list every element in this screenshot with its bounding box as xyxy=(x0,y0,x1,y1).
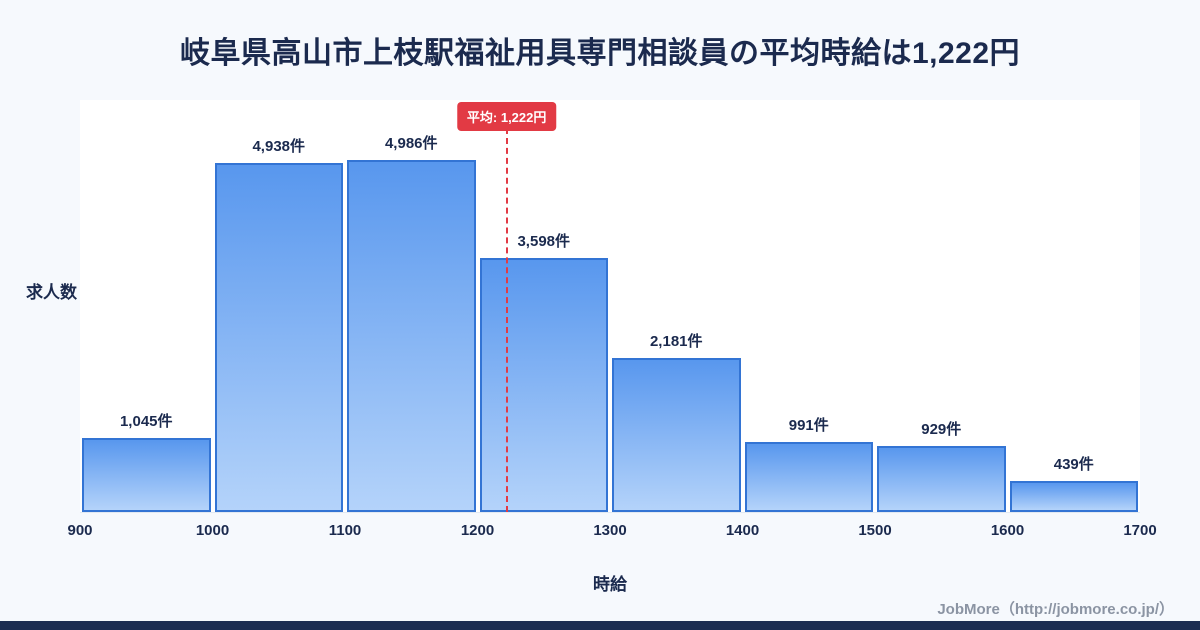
bottom-accent-bar xyxy=(0,621,1200,630)
bar-value-label: 1,045件 xyxy=(119,413,173,430)
x-tick-label: 900 xyxy=(67,522,93,539)
x-tick-label: 1400 xyxy=(725,522,760,539)
bar-slot: 439件 xyxy=(1008,453,1141,512)
bar-slot: 4,986件 xyxy=(345,132,478,512)
x-axis-label: 時給 xyxy=(593,575,627,594)
x-tick-label: 1500 xyxy=(858,522,892,539)
x-tick-label: 1600 xyxy=(990,522,1025,539)
bar-value-label: 929件 xyxy=(921,421,962,438)
bar xyxy=(214,163,343,512)
footer-credit: JobMore（http://jobmore.co.jp/） xyxy=(937,601,1174,618)
bar-value-label: 4,986件 xyxy=(384,135,438,152)
bar-slot: 4,938件 xyxy=(213,135,346,512)
plot-area: 1,045件 4,938件 4,986件 3,598件 2,181件 991件 929件 43… xyxy=(80,100,1140,513)
average-badge: 平均: 1,222円 xyxy=(456,102,557,131)
bar-slot: 1,045件 xyxy=(80,410,213,512)
bar xyxy=(347,160,476,512)
bar-value-label: 4,938件 xyxy=(252,138,306,155)
x-tick-label: 1000 xyxy=(195,522,230,539)
bar-value-label: 3,598件 xyxy=(517,233,571,250)
average-dashed-line xyxy=(505,128,508,512)
x-tick-label: 1100 xyxy=(328,522,362,539)
bar xyxy=(1009,481,1138,512)
bar-value-label: 2,181件 xyxy=(649,333,703,350)
x-axis: 900 1000 1100 1200 1300 1400 1500 1600 1700 xyxy=(67,522,1156,544)
x-tick-label: 1700 xyxy=(1123,522,1157,539)
x-tick-label: 1300 xyxy=(593,522,627,539)
bar xyxy=(877,446,1006,512)
y-axis-label: 求人数 xyxy=(26,283,77,302)
bars-container: 1,045件 4,938件 4,986件 3,598件 2,181件 991件 929件 43… xyxy=(80,100,1140,512)
bar xyxy=(479,258,608,512)
bar-slot: 3,598件 xyxy=(478,230,611,512)
x-tick-label: 1200 xyxy=(460,522,495,539)
bar-value-label: 439件 xyxy=(1053,456,1094,473)
bar xyxy=(612,358,741,512)
bar-slot: 929件 xyxy=(875,418,1008,512)
bar-value-label: 991件 xyxy=(788,417,829,434)
bar xyxy=(744,442,873,512)
bar xyxy=(82,438,211,512)
bar-slot: 991件 xyxy=(743,414,876,512)
chart-title: 岐阜県高山市上枝駅福祉用具専門相談員の平均時給は1,222円 xyxy=(179,37,1021,70)
bar-slot: 2,181件 xyxy=(610,330,743,512)
